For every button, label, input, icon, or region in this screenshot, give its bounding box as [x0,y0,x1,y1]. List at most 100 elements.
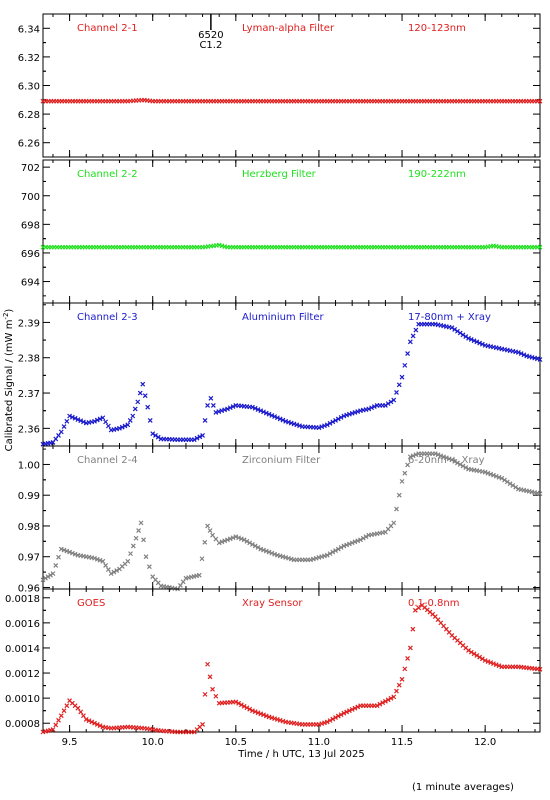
data-point [499,475,505,481]
data-point [105,567,111,572]
y-tick-label: 2.37 [18,389,40,400]
panel-filter-label: Zirconium Filter [242,455,321,466]
y-tick-label: 6.28 [18,110,40,121]
data-point [346,541,352,547]
data-point [330,549,336,555]
data-point [130,413,136,419]
data-point [474,339,480,345]
data-point [252,709,258,715]
data-point [349,706,355,712]
data-point [266,549,272,555]
data-point [341,710,347,716]
x-tick-label: 10.5 [225,737,247,748]
data-point [491,472,496,478]
data-point [269,550,275,556]
data-point [515,350,521,355]
data-point [521,352,527,358]
data-point [413,452,419,458]
panel-frame [42,159,541,304]
data-point [468,649,474,655]
data-point [452,458,458,464]
data-point [81,713,86,719]
data-point [479,341,485,347]
y-axis-title: Calibrated Signal / (mW m-2) [2,309,15,452]
event-marker-class: C1.2 [199,40,222,51]
data-point [146,564,152,570]
data-point [338,712,344,718]
panel-channel-label: Channel 2-4 [77,455,138,466]
data-point [330,419,336,425]
data-point [446,456,452,462]
data-point [138,520,144,526]
data-point [114,568,120,573]
data-point [58,546,64,552]
data-point [145,404,151,410]
panel-channel-label: GOES [77,598,105,609]
data-point [324,719,330,725]
data-point [194,435,200,441]
data-point [61,547,67,553]
panel-band-label: 190-222nm [408,169,466,180]
data-point [255,545,261,550]
data-point [137,390,143,396]
y-tick-label: 1.00 [18,460,40,471]
data-point [213,693,219,699]
data-point [219,539,225,545]
data-point [69,550,75,556]
x-tick-label: 10.0 [142,737,164,748]
data-point [537,357,543,362]
data-point [53,722,59,728]
data-point [210,686,215,692]
data-point [455,328,460,334]
data-point [504,479,510,485]
panel-filter-label: Aluminium Filter [242,312,325,323]
data-point [388,695,394,701]
data-point [274,415,280,421]
y-tick-label: 2.39 [18,318,40,329]
data-point [485,659,491,664]
data-point [92,720,97,726]
data-point [205,402,210,408]
data-point [210,402,216,408]
data-point [355,704,361,710]
data-point [263,410,269,416]
y-tick-label: 0.99 [18,491,40,502]
data-point [89,719,95,725]
data-point [537,491,543,497]
data-point [222,538,228,544]
data-point [97,557,103,563]
data-point [202,417,208,423]
data-point [241,537,247,543]
y-tick-label: 0.0012 [5,669,40,680]
data-point [43,575,48,581]
data-point [266,411,272,417]
data-point [155,434,161,440]
panel-frame [42,588,541,733]
panel-band-label: 6-20nm + Xray [408,455,485,466]
data-point [216,540,222,546]
data-point [410,626,416,632]
panel-4 [40,445,543,592]
data-point [471,338,477,344]
y-tick-label: 6.30 [18,82,40,93]
data-point [335,713,341,719]
data-point [432,451,438,457]
data-point [119,424,125,430]
data-point [333,715,338,720]
data-point [64,548,70,554]
data-point [471,651,477,657]
data-point [140,381,146,387]
data-point [330,716,336,722]
data-point [385,697,391,703]
data-point [488,660,494,666]
data-point [136,528,142,533]
data-point [391,694,397,700]
data-point [50,727,56,732]
data-point [45,574,51,580]
data-point [369,405,374,411]
data-point [241,703,247,709]
data-point [485,470,491,476]
x-axis-title: Time / h UTC, 13 Jul 2025 [237,749,365,760]
data-point [518,351,524,357]
y-tick-label: 2.38 [18,354,40,365]
